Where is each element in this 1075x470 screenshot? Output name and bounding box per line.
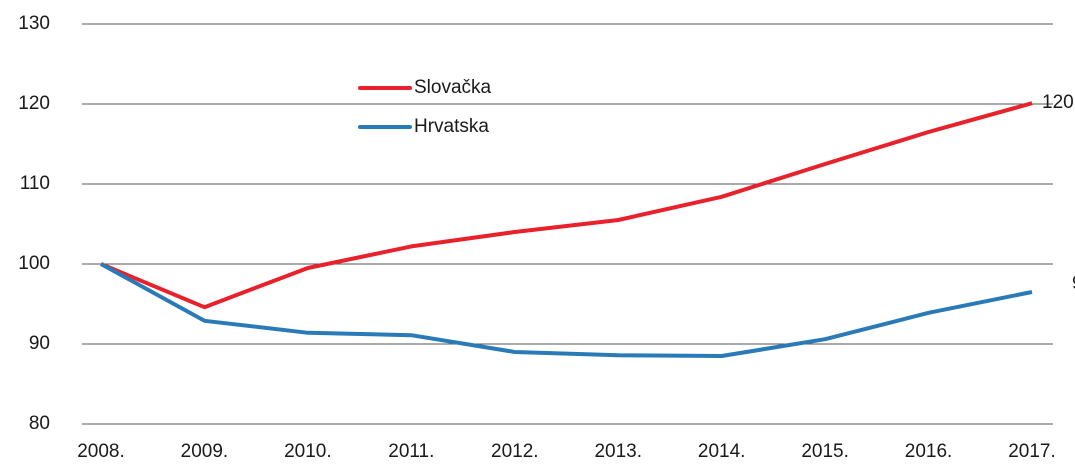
x-tick-label: 2008. [77,441,125,462]
x-tick-label: 2014. [698,441,746,462]
x-tick-label: 2012. [491,441,539,462]
x-tick-label: 2016. [905,441,953,462]
y-tick-label: 80 [29,413,50,434]
series-line [100,101,1033,310]
y-tick-label: 120 [18,93,50,114]
x-tick-label: 2010. [284,441,332,462]
x-tick-label: 2009. [181,441,229,462]
data-label: 96,5 [1072,273,1075,294]
y-tick-label: 90 [29,333,50,354]
legend-label: Hrvatska [414,116,489,137]
y-tick-label: 110 [20,173,50,194]
x-tick-label: 2013. [594,441,642,462]
legend-label: Slovačka [414,77,492,98]
x-tick-label: 2011. [388,441,434,462]
data-label: 120,1 [1042,92,1075,113]
series-line [100,262,1033,358]
y-tick-label: 130 [18,13,50,34]
x-tick-label: 2017. [1008,441,1056,462]
x-tick-label: 2015. [801,441,849,462]
y-tick-label: 100 [18,253,50,274]
